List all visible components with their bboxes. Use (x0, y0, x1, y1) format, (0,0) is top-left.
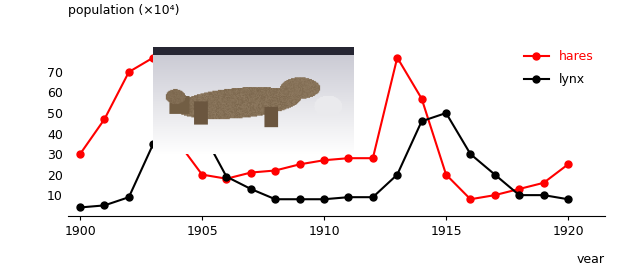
Legend: hares, lynx: hares, lynx (519, 45, 598, 91)
Text: population (×10⁴): population (×10⁴) (68, 4, 180, 17)
Text: year: year (577, 253, 605, 263)
